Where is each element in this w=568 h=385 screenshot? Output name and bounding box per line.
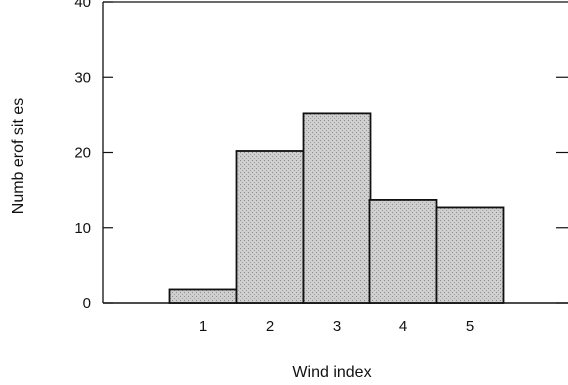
x-tick-label-1: 1 (199, 318, 207, 335)
y-axis-title: Numb erof sit es (10, 98, 27, 214)
x-tick-label-3: 3 (333, 318, 341, 335)
bar-2 (235, 150, 305, 304)
bar-3 (302, 112, 372, 304)
bar-1 (168, 288, 238, 304)
y-tick-label-10: 10 (74, 220, 91, 237)
x-tick-label-4: 4 (399, 318, 407, 335)
y-tick-label-30: 30 (74, 69, 91, 86)
x-axis-title: Wind index (292, 364, 371, 381)
x-tick-label-2: 2 (266, 318, 274, 335)
bar-4 (368, 199, 438, 304)
y-tick-label-20: 20 (74, 145, 91, 162)
y-tick-label-40: 40 (74, 0, 91, 11)
bar-5 (435, 206, 505, 304)
y-tick-label-0: 0 (83, 295, 91, 312)
x-tick-label-5: 5 (466, 318, 474, 335)
ticks-layer: 0 10 20 30 40 1 2 3 4 5 (74, 0, 568, 335)
bars-layer (168, 112, 505, 304)
